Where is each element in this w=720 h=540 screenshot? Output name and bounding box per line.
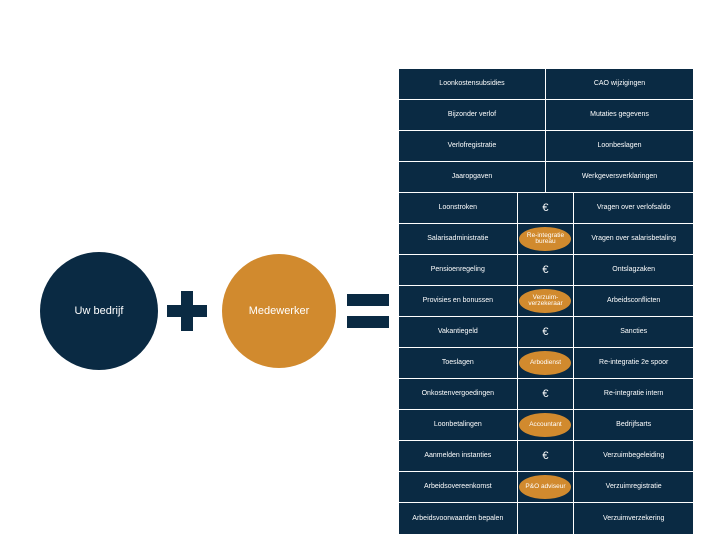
table-cell: Salarisadministratie	[399, 224, 518, 254]
table-cell: CAO wijzigingen	[546, 69, 693, 99]
table-row: ToeslagenArbodienstRe-integratie 2e spoo…	[399, 348, 693, 379]
plus-icon	[167, 291, 207, 331]
table-cell: Jaaropgaven	[399, 162, 546, 192]
table-cell: Pensioenregeling	[399, 255, 518, 285]
table-cell-accent: Verzuim-verzekeraar	[518, 286, 575, 316]
table-cell: Vakantiegeld	[399, 317, 518, 347]
company-label: Uw bedrijf	[75, 305, 124, 317]
table-cell: €	[518, 379, 575, 409]
table-cell: €	[518, 441, 575, 471]
table-row: VerlofregistratieLoonbeslagen	[399, 131, 693, 162]
table-row: Aanmelden instanties€Verzuimbegeleiding	[399, 441, 693, 472]
table-row: Onkostenvergoedingen€Re-integratie inter…	[399, 379, 693, 410]
table-cell: Toeslagen	[399, 348, 518, 378]
table-row: Provisies en bonussenVerzuim-verzekeraar…	[399, 286, 693, 317]
table-cell: Sancties	[574, 317, 693, 347]
table-cell: Provisies en bonussen	[399, 286, 518, 316]
table-cell: Verzuimverzekering	[574, 503, 693, 534]
table-cell: Onkostenvergoedingen	[399, 379, 518, 409]
table-row: LoonbetalingenAccountantBedrijfsarts	[399, 410, 693, 441]
table-cell: Loonbeslagen	[546, 131, 693, 161]
table-row: SalarisadministratieRe-integratie bureau…	[399, 224, 693, 255]
table-row: Bijzonder verlofMutaties gegevens	[399, 100, 693, 131]
table-cell: Bijzonder verlof	[399, 100, 546, 130]
table-cell: Ontslagzaken	[574, 255, 693, 285]
equals-icon	[347, 294, 389, 328]
table-row: Loonstroken€Vragen over verlofsaldo	[399, 193, 693, 224]
table-row: Pensioenregeling€Ontslagzaken	[399, 255, 693, 286]
topics-table: LoonkostensubsidiesCAO wijzigingenBijzon…	[398, 68, 694, 535]
table-row: Arbeidsvoorwaarden bepalen Verzuimverzeke…	[399, 503, 693, 534]
table-cell: Arbeidsovereenkomst	[399, 472, 518, 502]
table-cell: Bedrijfsarts	[574, 410, 693, 440]
table-row: ArbeidsovereenkomstP&O adviseurVerzuimre…	[399, 472, 693, 503]
table-cell: Re-integratie 2e spoor	[574, 348, 693, 378]
table-cell	[518, 503, 575, 534]
table-cell: Aanmelden instanties	[399, 441, 518, 471]
table-cell: Mutaties gegevens	[546, 100, 693, 130]
table-cell: Loonbetalingen	[399, 410, 518, 440]
table-cell: Loonstroken	[399, 193, 518, 223]
employee-circle: Medewerker	[222, 254, 336, 368]
table-cell: Vragen over verlofsaldo	[574, 193, 693, 223]
table-cell-accent: Re-integratie bureau	[518, 224, 575, 254]
table-row: JaaropgavenWerkgeversverklaringen	[399, 162, 693, 193]
table-cell: €	[518, 317, 575, 347]
table-cell: Arbeidsvoorwaarden bepalen	[399, 503, 518, 534]
table-cell: Vragen over salarisbetaling	[574, 224, 693, 254]
table-row: Vakantiegeld€Sancties	[399, 317, 693, 348]
table-cell: Re-integratie intern	[574, 379, 693, 409]
table-cell-accent: Accountant	[518, 410, 575, 440]
table-cell: Loonkostensubsidies	[399, 69, 546, 99]
company-circle: Uw bedrijf	[40, 252, 158, 370]
table-cell-accent: Arbodienst	[518, 348, 575, 378]
table-cell: Verzuimbegeleiding	[574, 441, 693, 471]
table-cell: Verzuimregistratie	[574, 472, 693, 502]
table-cell: €	[518, 255, 575, 285]
table-cell-accent: P&O adviseur	[518, 472, 575, 502]
table-cell: Arbeidsconflicten	[574, 286, 693, 316]
table-cell: Verlofregistratie	[399, 131, 546, 161]
employee-label: Medewerker	[249, 305, 310, 317]
table-row: LoonkostensubsidiesCAO wijzigingen	[399, 69, 693, 100]
table-cell: €	[518, 193, 575, 223]
table-cell: Werkgeversverklaringen	[546, 162, 693, 192]
